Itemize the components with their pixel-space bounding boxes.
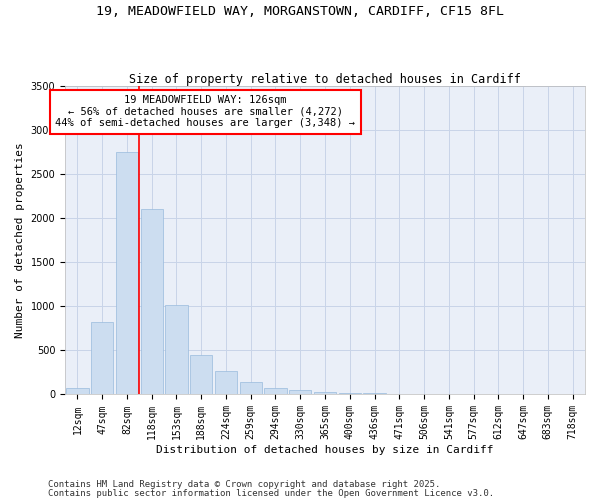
Title: Size of property relative to detached houses in Cardiff: Size of property relative to detached ho… [129,73,521,86]
Bar [265,388,287,394]
Bar [166,304,188,394]
Text: Contains public sector information licensed under the Open Government Licence v3: Contains public sector information licen… [48,488,494,498]
Bar [239,382,262,394]
Bar [140,210,163,394]
Bar [289,390,311,394]
Bar [215,370,237,394]
Bar [190,355,212,395]
Y-axis label: Number of detached properties: Number of detached properties [15,142,25,338]
Text: Contains HM Land Registry data © Crown copyright and database right 2025.: Contains HM Land Registry data © Crown c… [48,480,440,489]
Text: 19 MEADOWFIELD WAY: 126sqm
← 56% of detached houses are smaller (4,272)
44% of s: 19 MEADOWFIELD WAY: 126sqm ← 56% of deta… [55,96,355,128]
Bar [116,152,138,394]
Text: 19, MEADOWFIELD WAY, MORGANSTOWN, CARDIFF, CF15 8FL: 19, MEADOWFIELD WAY, MORGANSTOWN, CARDIF… [96,5,504,18]
X-axis label: Distribution of detached houses by size in Cardiff: Distribution of detached houses by size … [156,445,494,455]
Bar [91,322,113,394]
Bar [66,388,89,394]
Bar [338,392,361,394]
Bar [364,393,386,394]
Bar [314,392,336,394]
